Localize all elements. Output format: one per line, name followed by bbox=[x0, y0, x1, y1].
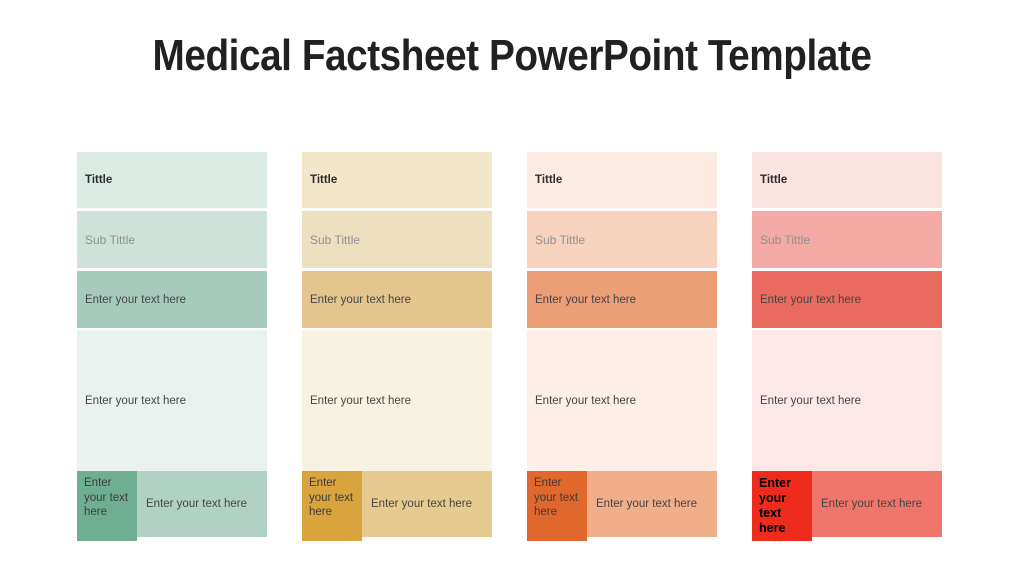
body-text-box[interactable]: Enter your text here bbox=[752, 330, 942, 471]
slide-title: Medical Factsheet PowerPoint Template bbox=[152, 31, 872, 80]
footer-small-box[interactable]: Enter your text here bbox=[527, 471, 587, 541]
card-title-label: Tittle bbox=[310, 174, 338, 186]
card-subtitle-label: Sub Tittle bbox=[760, 232, 811, 247]
factsheet-card-red: Tittle Sub Tittle Enter your text here E… bbox=[752, 152, 942, 541]
body-text-label: Enter your text here bbox=[760, 394, 861, 407]
card-subtitle-box[interactable]: Sub Tittle bbox=[302, 211, 492, 268]
footer-small-box[interactable]: Enter your text here bbox=[752, 471, 812, 541]
highlight-text-box[interactable]: Enter your text here bbox=[77, 271, 267, 328]
highlight-text-box[interactable]: Enter your text here bbox=[527, 271, 717, 328]
footer-row: Enter your text here Enter your text her… bbox=[77, 471, 267, 541]
card-subtitle-label: Sub Tittle bbox=[535, 232, 586, 247]
factsheet-card-orange: Tittle Sub Tittle Enter your text here E… bbox=[527, 152, 717, 541]
card-title-label: Tittle bbox=[760, 174, 788, 186]
highlight-text-box[interactable]: Enter your text here bbox=[302, 271, 492, 328]
highlight-text-label: Enter your text here bbox=[85, 293, 186, 306]
footer-row: Enter your text here Enter your text her… bbox=[302, 471, 492, 541]
factsheet-columns: Tittle Sub Tittle Enter your text here E… bbox=[77, 152, 947, 541]
card-title-box[interactable]: Tittle bbox=[752, 152, 942, 208]
body-text-label: Enter your text here bbox=[310, 394, 411, 407]
body-text-box[interactable]: Enter your text here bbox=[302, 330, 492, 471]
card-subtitle-box[interactable]: Sub Tittle bbox=[77, 211, 267, 268]
footer-wide-box[interactable]: Enter your text here bbox=[587, 471, 717, 537]
card-subtitle-label: Sub Tittle bbox=[85, 232, 136, 247]
card-subtitle-box[interactable]: Sub Tittle bbox=[752, 211, 942, 268]
highlight-text-box[interactable]: Enter your text here bbox=[752, 271, 942, 328]
footer-wide-box[interactable]: Enter your text here bbox=[362, 471, 492, 537]
card-title-label: Tittle bbox=[535, 174, 563, 186]
highlight-text-label: Enter your text here bbox=[760, 293, 861, 306]
footer-wide-box[interactable]: Enter your text here bbox=[137, 471, 267, 537]
highlight-text-label: Enter your text here bbox=[535, 293, 636, 306]
card-title-box[interactable]: Tittle bbox=[302, 152, 492, 208]
body-text-label: Enter your text here bbox=[535, 394, 636, 407]
body-text-box[interactable]: Enter your text here bbox=[77, 330, 267, 471]
body-text-box[interactable]: Enter your text here bbox=[527, 330, 717, 471]
footer-row: Enter your text here Enter your text her… bbox=[527, 471, 717, 541]
card-title-box[interactable]: Tittle bbox=[527, 152, 717, 208]
card-title-box[interactable]: Tittle bbox=[77, 152, 267, 208]
card-subtitle-box[interactable]: Sub Tittle bbox=[527, 211, 717, 268]
factsheet-card-teal: Tittle Sub Tittle Enter your text here E… bbox=[77, 152, 267, 541]
card-title-label: Tittle bbox=[85, 174, 113, 186]
footer-row: Enter your text here Enter your text her… bbox=[752, 471, 942, 541]
body-text-label: Enter your text here bbox=[85, 394, 186, 407]
footer-small-box[interactable]: Enter your text here bbox=[302, 471, 362, 541]
footer-small-box[interactable]: Enter your text here bbox=[77, 471, 137, 541]
highlight-text-label: Enter your text here bbox=[310, 293, 411, 306]
card-subtitle-label: Sub Tittle bbox=[310, 232, 361, 247]
footer-wide-box[interactable]: Enter your text here bbox=[812, 471, 942, 537]
factsheet-card-tan: Tittle Sub Tittle Enter your text here E… bbox=[302, 152, 492, 541]
